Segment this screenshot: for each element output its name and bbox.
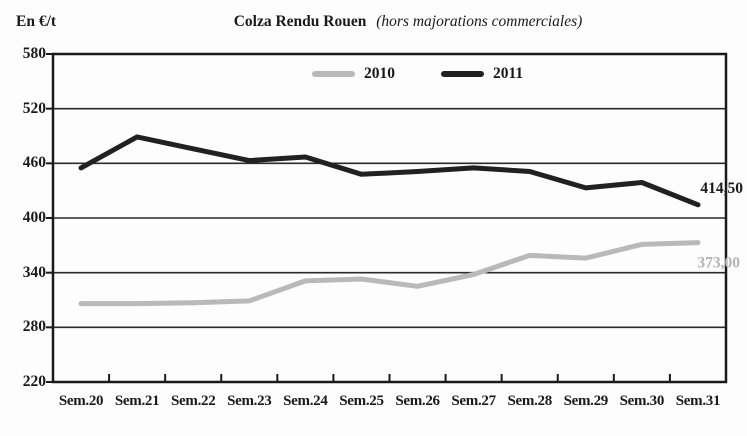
x-axis-label: Sem.25: [339, 393, 384, 409]
y-axis-label: 220: [22, 373, 46, 390]
x-axis-label: Sem.20: [58, 393, 104, 409]
x-axis-label: Sem.22: [170, 393, 216, 409]
x-axis-label: Sem.29: [563, 393, 609, 409]
legend-label-2011: 2011: [493, 65, 524, 82]
legend-label-2010: 2010: [364, 65, 395, 82]
y-axis-unit-label: En €/t: [16, 13, 57, 30]
x-axis-label: Sem.21: [114, 393, 160, 409]
chart-title-subtitle: (hors majorations commerciales): [376, 13, 583, 30]
series-line-2010: [78, 240, 701, 307]
x-axis-label: Sem.27: [451, 393, 496, 409]
chart-title-main: Colza Rendu Rouen: [233, 13, 367, 30]
y-axis-label: 340: [22, 263, 46, 281]
y-axis-label: 280: [22, 318, 46, 336]
legend-swatch-2010: [312, 71, 355, 77]
chart-title: Colza Rendu Rouen (hors majorations comm…: [53, 13, 747, 31]
x-axis-label: Sem.31: [675, 393, 721, 409]
legend-swatch-2011: [441, 71, 484, 77]
series-end-label-2011: 414,50: [700, 180, 743, 197]
legend-item-2010: 2010: [312, 65, 395, 83]
x-axis-label: Sem.23: [227, 393, 272, 409]
series-line-2011: [78, 134, 701, 208]
y-axis-label: 460: [22, 154, 46, 172]
y-axis-label: 580: [22, 45, 46, 62]
x-axis-label: Sem.26: [395, 393, 440, 409]
x-axis-label: Sem.28: [507, 393, 552, 409]
y-axis-label: 400: [22, 209, 46, 226]
x-axis-label: Sem.30: [619, 393, 665, 409]
series-end-label-2010: 373,00: [697, 255, 740, 272]
y-axis-label: 520: [22, 99, 46, 117]
plot-area: 373,00 414,50: [46, 52, 743, 384]
legend-item-2011: 2011: [441, 65, 523, 83]
legend: 2010 2011: [312, 65, 523, 83]
x-axis-label: Sem.24: [283, 393, 328, 409]
